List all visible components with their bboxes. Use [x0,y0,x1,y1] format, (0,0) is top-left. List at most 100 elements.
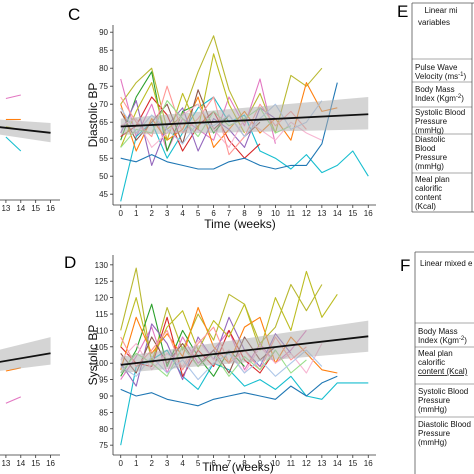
diastolic-x-tick-label: 9 [258,209,263,218]
diastolic-y-tick-label: 65 [99,118,108,127]
left-bottom-x-tick-label: 13 [1,459,10,468]
systolic-y-tick-label: 95 [99,376,108,385]
left-bottom-x-tick-label: 14 [16,459,25,468]
table-f-row-meal-line-3: content (Kcal) [418,367,468,376]
diastolic-x-tick-label: 2 [149,209,154,218]
systolic-x-tick-label: 3 [165,459,170,468]
diastolic-y-tick-label: 80 [99,64,108,73]
systolic-x-tick-label: 16 [364,459,373,468]
systolic-y-tick-label: 85 [99,408,108,417]
diastolic-x-axis-label: Time (weeks) [204,217,276,231]
table-f-row-meal-line-2: calorific [418,358,445,367]
table-e-row-meal-line-1: Meal plan [415,175,450,184]
table-f-row-dbp-line-3: (mmHg) [418,438,447,447]
systolic-x-tick-label: 8 [242,459,247,468]
left-top-x-tick-label: 13 [1,204,10,213]
table-f-row-meal-line-1: Meal plan [418,349,453,358]
left-top-x-tick-label: 14 [16,204,25,213]
diastolic-y-tick-label: 75 [99,82,108,91]
diastolic-x-tick-label: 6 [211,209,216,218]
table-e-header-line-2: variables [418,18,450,27]
panel-letter-c: C [68,5,80,24]
table-e-row-meal-line-4: (Kcal) [415,202,436,211]
diastolic-x-tick-label: 16 [364,209,373,218]
panel-letter-d: D [64,253,76,272]
systolic-x-tick-label: 9 [258,459,263,468]
diastolic-x-tick-label: 1 [134,209,139,218]
systolic-x-tick-label: 1 [134,459,139,468]
diastolic-confidence-band [120,97,369,135]
systolic-x-tick-label: 11 [287,459,296,468]
diastolic-x-tick-label: 12 [302,209,311,218]
table-e-row-pwv-line-2: Velocity (ms-1) [415,72,466,81]
table-e-row-sbp-line-3: (mmHg) [415,126,444,135]
systolic-series-line-8 [120,270,338,361]
left-bottom-x-tick-label: 16 [46,459,55,468]
table-e-row-dbp-line-1: Diastolic [415,135,445,144]
table-f-row-sbp-line-2: Pressure [418,396,451,405]
table-e-row-dbp-line-4: (mmHg) [415,162,444,171]
diastolic-y-tick-label: 90 [99,28,108,37]
left-bottom-confidence-band [0,337,51,371]
table-e-row-sbp-line-2: Pressure [415,117,448,126]
systolic-y-tick-label: 110 [95,326,108,335]
table-f-row-sbp-line-3: (mmHg) [418,405,447,414]
systolic-x-tick-label: 12 [302,459,311,468]
systolic-series-line-9 [120,375,338,407]
table-e-row-dbp-line-3: Pressure [415,153,448,162]
systolic-y-tick-label: 75 [99,441,108,450]
diastolic-x-tick-label: 4 [180,209,185,218]
table-e-row-bmi-line-2: Index (Kgm-2) [415,94,464,103]
systolic-x-tick-label: 14 [333,459,342,468]
systolic-y-tick-label: 115 [95,310,108,319]
left-top-x-tick-label: 16 [46,204,55,213]
diastolic-y-tick-label: 55 [99,154,108,163]
table-e: Linear mi variables Pulse Wave Velocity … [411,2,474,213]
table-f: Linear mixed e Body Mass Index (Kgm-2) M… [414,251,474,474]
left-bottom-trend-line [0,352,51,363]
diastolic-x-tick-label: 3 [165,209,170,218]
diastolic-series-line-9 [120,82,338,170]
systolic-x-tick-label: 2 [149,459,154,468]
table-f-header: Linear mixed e [420,259,473,268]
left-top-confidence-band [0,119,51,143]
systolic-x-tick-label: 7 [227,459,232,468]
table-f-row-dbp-line-1: Diastolic Blood [418,420,471,429]
systolic-x-tick-label: 5 [196,459,201,468]
diastolic-trend-line [120,113,369,128]
diastolic-x-tick-label: 13 [317,209,326,218]
systolic-y-tick-label: 105 [95,343,109,352]
systolic-x-tick-label: 6 [211,459,216,468]
left-top-trend-line [0,126,51,134]
panel-letter-e: E [397,2,408,21]
systolic-x-axis-label: Time (weeks) [202,460,274,474]
diastolic-y-tick-label: 45 [99,190,108,199]
systolic-x-tick-label: 0 [119,459,124,468]
table-f-row-bmi-line-2: Index (Kgm-2) [418,336,467,345]
diastolic-series-line-8 [120,53,245,148]
systolic-y-tick-label: 100 [95,359,109,368]
diastolic-x-tick-label: 8 [242,209,247,218]
table-f-row-sbp-line-1: Systolic Blood [418,387,468,396]
left-top-series-line-3 [5,136,22,152]
left-top-partial-chart: 13 14 15 16 [0,94,60,213]
table-e-row-pwv-line-1: Pulse Wave [415,63,458,72]
systolic-x-tick-label: 15 [348,459,357,468]
systolic-x-tick-label: 4 [180,459,185,468]
diastolic-x-tick-label: 7 [227,209,232,218]
diastolic-series-line-7 [120,100,276,166]
left-top-x-tick-label: 15 [31,204,40,213]
diastolic-y-axis-label: Diastolic BP [86,83,100,148]
diastolic-y-tick-label: 70 [99,100,108,109]
diastolic-y-tick-label: 85 [99,46,108,55]
diastolic-x-tick-label: 14 [333,209,342,218]
systolic-trend-line [120,335,369,366]
systolic-y-tick-label: 130 [95,261,109,270]
table-e-header-line-1: Linear mi [425,6,458,15]
table-e-row-meal-line-2: calorific [415,184,442,193]
left-bottom-x-tick-label: 15 [31,459,40,468]
systolic-x-tick-label: 13 [317,459,326,468]
